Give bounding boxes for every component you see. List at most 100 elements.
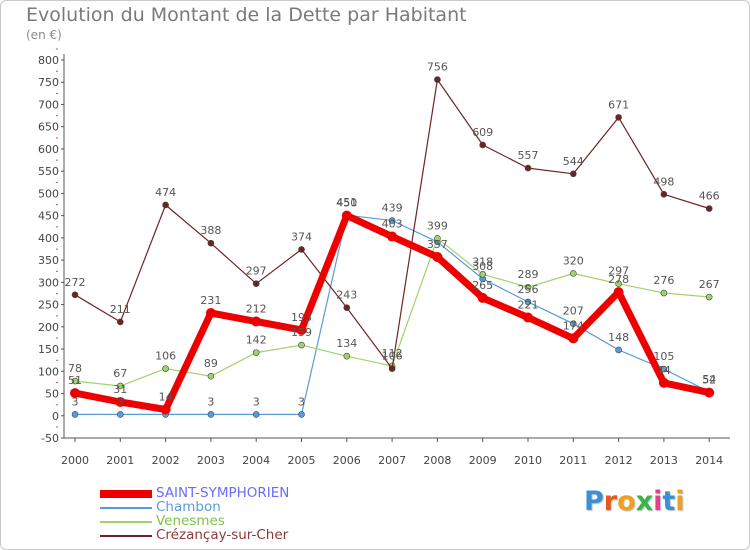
series-point-3 (298, 246, 305, 253)
series-point-3 (479, 141, 487, 149)
data-label: 105 (653, 350, 674, 363)
x-tick-label: 2003 (197, 454, 225, 467)
series-point-1 (298, 411, 305, 418)
data-label: 148 (608, 331, 629, 344)
data-label: 439 (382, 202, 403, 215)
data-label: 474 (155, 186, 176, 199)
x-tick-label: 2008 (423, 454, 451, 467)
data-label: 3 (298, 395, 305, 408)
data-label: 193 (291, 311, 312, 324)
series-point-2 (162, 365, 169, 372)
data-label: 388 (200, 224, 221, 237)
series-point-2 (524, 283, 532, 291)
series-point-2 (705, 293, 713, 301)
y-tick-label: 400 (38, 232, 59, 245)
series-point-0 (568, 333, 579, 344)
series-point-0 (613, 287, 624, 298)
series-point-1 (388, 217, 396, 224)
series-point-1 (615, 346, 622, 354)
data-label: 256 (518, 283, 539, 296)
logo-letter: i (653, 486, 663, 517)
y-tick-label: 800 (38, 54, 59, 67)
data-label: 466 (699, 190, 720, 203)
proxiti-logo: Proxiti (584, 486, 685, 517)
data-label: 52 (702, 374, 716, 387)
series-point-3 (117, 318, 124, 326)
data-label: 221 (518, 298, 539, 311)
series-point-3 (343, 304, 351, 312)
series-line-1 (74, 214, 710, 415)
y-tick-label: 700 (38, 98, 59, 111)
y-tick-label: 250 (38, 299, 59, 312)
series-point-3 (705, 205, 713, 212)
data-label: 89 (204, 357, 218, 370)
data-label: 297 (608, 265, 629, 278)
legend-label: SAINT-SYMPHORIEN (156, 485, 290, 501)
legend-swatch (100, 507, 152, 509)
series-point-0 (160, 404, 171, 415)
series-point-0 (205, 308, 216, 319)
data-label: 14 (159, 391, 173, 404)
data-label: 450 (336, 197, 357, 210)
legend-swatch (100, 521, 152, 523)
data-label: 399 (427, 219, 448, 232)
chart-axes: -50 0 50 100 150 200 250 300 350 400 450 500 550 600 6… (38, 48, 730, 467)
data-label: 320 (563, 254, 584, 267)
data-label: 267 (699, 278, 720, 291)
series-point-0 (251, 316, 262, 327)
series-point-0 (658, 377, 669, 388)
data-label: 67 (113, 367, 127, 380)
y-tick-label: 750 (38, 76, 59, 89)
series-point-0 (387, 231, 398, 242)
legend-label: Venesmes (156, 513, 225, 529)
series-point-3 (660, 191, 668, 198)
series-point-3 (162, 201, 169, 209)
series-point-1 (71, 411, 79, 418)
data-label: 3 (117, 395, 124, 408)
data-label: 272 (65, 276, 86, 289)
x-tick-label: 2000 (61, 454, 89, 467)
series-point-1 (252, 411, 260, 418)
x-tick-label: 2009 (469, 454, 497, 467)
series-point-2 (252, 349, 260, 356)
data-label: 276 (653, 274, 674, 287)
series-point-3 (252, 280, 260, 287)
y-tick-label: 100 (38, 365, 59, 378)
series-point-2 (71, 377, 79, 385)
data-label: 374 (291, 230, 312, 243)
data-label: 498 (653, 175, 674, 188)
series-point-2 (479, 271, 487, 278)
logo-letter: x (635, 486, 654, 517)
series-point-0 (523, 312, 533, 323)
y-tick-label: 500 (38, 187, 59, 200)
data-label: 609 (472, 126, 493, 139)
data-label: 756 (427, 61, 448, 74)
legend-label: Crézançay-sur-Cher (156, 527, 289, 543)
data-label: 231 (200, 294, 221, 307)
chart-unit-label: (en €) (26, 28, 62, 42)
data-label: 357 (427, 238, 448, 251)
data-label: 3 (72, 395, 79, 408)
series-point-2 (207, 372, 215, 380)
y-tick-label: 600 (38, 143, 59, 156)
series-point-0 (704, 387, 715, 398)
series-point-0 (432, 252, 443, 263)
logo-letter: i (675, 486, 685, 517)
logo-letter: r (603, 486, 618, 517)
data-label: 318 (472, 255, 493, 268)
data-label: 134 (336, 337, 357, 350)
series-point-1 (569, 320, 577, 328)
data-label: 3 (207, 395, 214, 408)
series-point-2 (569, 270, 577, 277)
logo-letter: t (662, 486, 676, 517)
x-tick-label: 2010 (514, 454, 542, 467)
series-point-3 (388, 365, 396, 372)
series-point-3 (434, 76, 441, 83)
x-tick-label: 2005 (288, 454, 316, 467)
series-point-0 (70, 388, 80, 399)
data-label: 112 (382, 347, 403, 360)
series-point-3 (524, 164, 532, 172)
data-label: 51 (68, 374, 82, 387)
series-point-2 (298, 341, 305, 349)
